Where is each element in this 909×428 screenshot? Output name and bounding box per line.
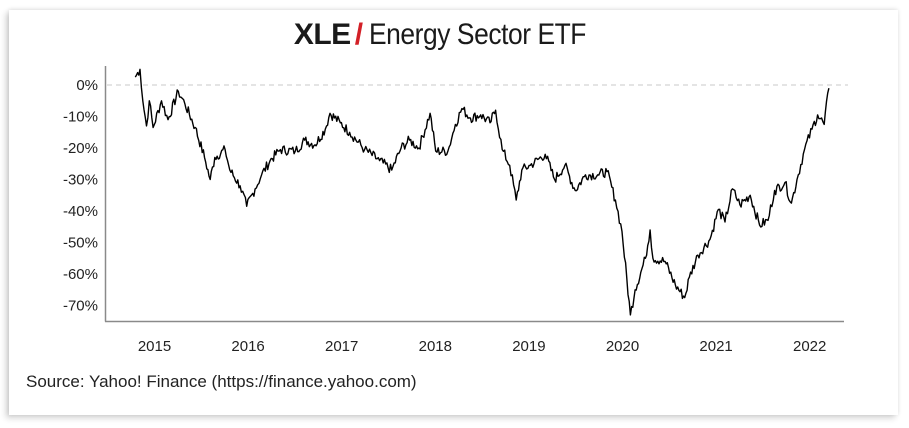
x-axis-ticks: 2015 2016 2017 2018 2019 2020 2021 2022 — [138, 338, 827, 355]
xle-price-line — [134, 68, 830, 316]
title-name: Energy Sector ETF — [368, 18, 586, 51]
x-tick-label: 2017 — [325, 338, 358, 355]
y-tick-label: -20% — [63, 140, 98, 157]
title-separator: / — [354, 18, 363, 51]
x-tick-label: 2022 — [793, 338, 826, 355]
x-tick-label: 2016 — [231, 338, 264, 355]
y-tick-label: -50% — [63, 235, 98, 252]
chart-title: XLE / Energy Sector ETF — [0, 18, 909, 52]
y-tick-label: -60% — [63, 266, 98, 283]
title-ticker: XLE — [293, 18, 351, 51]
y-tick-label: -70% — [63, 298, 98, 315]
chart-card — [9, 10, 898, 415]
y-tick-label: 0% — [76, 77, 98, 94]
source-caption: Source: Yahoo! Finance (https://finance.… — [26, 372, 417, 391]
x-tick-label: 2020 — [606, 338, 639, 355]
y-axis-ticks: 0% -10% -20% -30% -40% -50% -60% -70% — [63, 77, 98, 315]
x-tick-label: 2019 — [512, 338, 545, 355]
x-tick-label: 2021 — [699, 338, 732, 355]
y-tick-label: -40% — [63, 203, 98, 220]
y-tick-label: -10% — [63, 109, 98, 126]
y-tick-label: -30% — [63, 172, 98, 189]
x-tick-label: 2018 — [419, 338, 452, 355]
x-tick-label: 2015 — [138, 338, 171, 355]
